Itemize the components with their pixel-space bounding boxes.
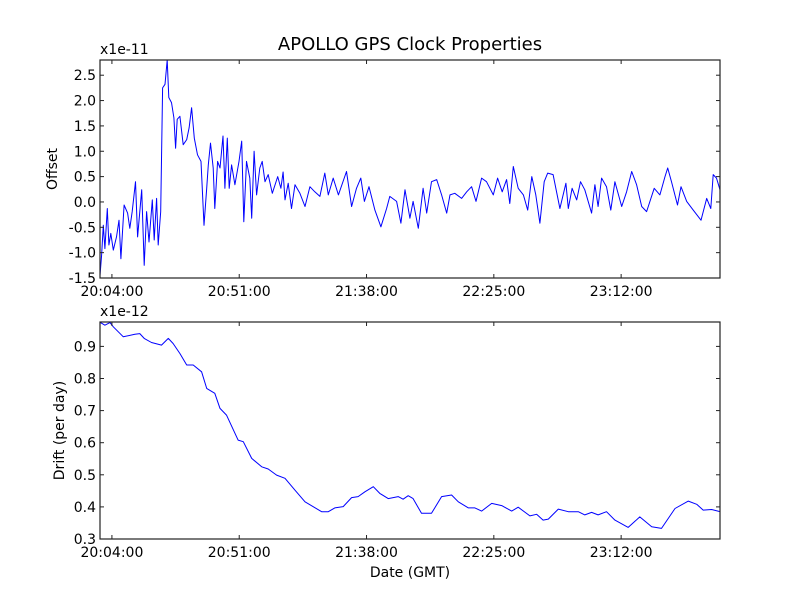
y-tick-label: 0.0	[74, 195, 96, 211]
x-axis-label: Date (GMT)	[370, 565, 450, 581]
y-tick-label: 1.5	[74, 119, 96, 135]
offset-subplot: 20:04:00 20:51:00 21:38:00 22:25:00 23:12:00…	[45, 42, 721, 300]
series-line-drift	[100, 322, 720, 529]
y-tick-label: -0.5	[69, 220, 96, 236]
x-tick-label: 20:51:00	[208, 545, 271, 561]
x-tick-label: 20:51:00	[208, 284, 271, 300]
y-axis-label: Drift (per day)	[52, 381, 68, 480]
series-line-offset	[100, 60, 720, 276]
y-multiplier-label: x1e-12	[100, 304, 149, 320]
y-tick-label: 0.5	[74, 170, 96, 186]
y-tick-label: 1.0	[74, 144, 96, 160]
y-multiplier-label: x1e-11	[100, 42, 149, 58]
y-tick-label: 0.8	[74, 371, 96, 387]
y-tick-label: 0.4	[74, 500, 96, 516]
y-axis-label: Offset	[45, 147, 61, 190]
x-tick-label: 20:04:00	[80, 545, 143, 561]
y-tick-label: 0.3	[74, 532, 96, 548]
x-tick-label: 21:38:00	[335, 545, 398, 561]
y-tick-label: 2.5	[74, 68, 96, 84]
x-tick-label: 23:12:00	[590, 545, 653, 561]
y-tick-label: 0.7	[74, 404, 96, 420]
chart-title: APOLLO GPS Clock Properties	[278, 34, 542, 55]
x-tick-label: 22:25:00	[462, 284, 525, 300]
axes-frame	[99, 321, 721, 540]
y-tick-label: -1.5	[69, 271, 96, 287]
y-tick-label: -1.0	[69, 246, 96, 262]
y-tick-label: 2.0	[74, 94, 96, 110]
axes-frame	[99, 59, 721, 279]
x-tick-label: 21:38:00	[335, 284, 398, 300]
y-tick-label: 0.9	[74, 339, 96, 355]
y-tick-label: 0.6	[74, 436, 96, 452]
drift-subplot: 20:04:00 20:51:00 21:38:00 22:25:00 23:12:00…	[52, 304, 721, 581]
y-tick-label: 0.5	[74, 468, 96, 484]
x-tick-label: 20:04:00	[80, 284, 143, 300]
x-tick-label: 22:25:00	[462, 545, 525, 561]
x-tick-label: 23:12:00	[590, 284, 653, 300]
